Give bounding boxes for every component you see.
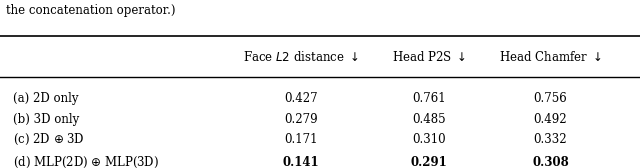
Text: 0.308: 0.308 [532,156,569,168]
Text: the concatenation operator.): the concatenation operator.) [6,5,176,17]
Text: 0.279: 0.279 [284,113,317,125]
Text: 0.485: 0.485 [412,113,445,125]
Text: (a) 2D only: (a) 2D only [13,92,78,105]
Text: 0.291: 0.291 [410,156,447,168]
Text: 0.492: 0.492 [534,113,567,125]
Text: 0.332: 0.332 [534,133,567,146]
Text: Face $L2$ distance $\downarrow$: Face $L2$ distance $\downarrow$ [243,50,358,64]
Text: 0.141: 0.141 [282,156,319,168]
Text: Head P2S $\downarrow$: Head P2S $\downarrow$ [392,50,466,64]
Text: 0.427: 0.427 [284,92,317,105]
Text: (b) 3D only: (b) 3D only [13,113,79,125]
Text: 0.756: 0.756 [534,92,567,105]
Text: (c) 2D $\oplus$ 3D: (c) 2D $\oplus$ 3D [13,132,84,148]
Text: 0.310: 0.310 [412,133,445,146]
Text: (d) MLP(2D) $\oplus$ MLP(3D): (d) MLP(2D) $\oplus$ MLP(3D) [13,155,159,168]
Text: Head Chamfer $\downarrow$: Head Chamfer $\downarrow$ [499,50,602,64]
Text: 0.171: 0.171 [284,133,317,146]
Text: 0.761: 0.761 [412,92,445,105]
